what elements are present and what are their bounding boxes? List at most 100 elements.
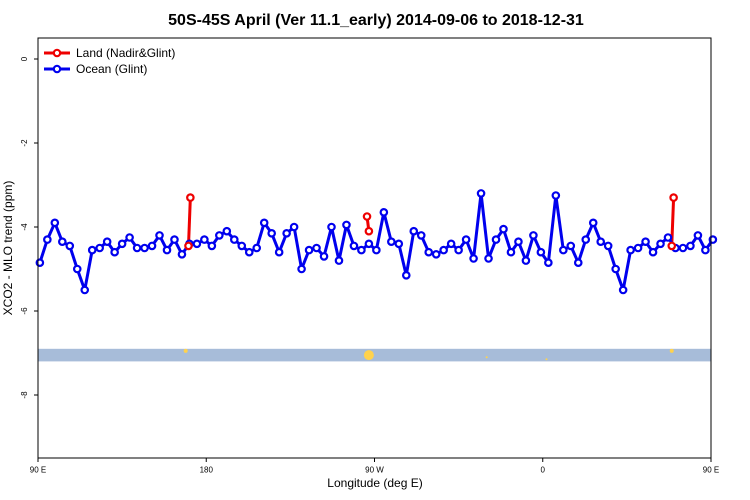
ocean-point-78 — [618, 285, 628, 295]
ocean-point-28 — [244, 247, 254, 257]
ocean-point-2 — [50, 218, 60, 228]
ocean-point-52 — [424, 247, 434, 257]
ocean-point-40 — [334, 256, 344, 265]
ocean-point-75 — [596, 237, 606, 247]
ocean-point-10 — [110, 247, 119, 257]
ocean-point-21 — [192, 239, 202, 249]
ocean-point-80 — [633, 243, 643, 253]
ocean-point-4 — [65, 241, 75, 251]
ocean-point-67 — [536, 247, 546, 257]
ocean-point-9 — [102, 237, 112, 247]
ocean-point-81 — [641, 237, 650, 247]
ocean-point-5 — [72, 264, 82, 274]
ocean-point-35 — [297, 264, 306, 274]
ocean-point-24 — [215, 231, 224, 240]
coverage-marker-2 — [485, 356, 488, 359]
ocean-point-83 — [656, 239, 665, 249]
coverage-band-fill — [38, 348, 711, 362]
ocean-point-88 — [693, 231, 703, 240]
ocean-point-7 — [87, 245, 97, 255]
ocean-point-13 — [132, 243, 142, 253]
land-point-0-0 — [184, 241, 193, 251]
ocean-point-39 — [327, 222, 336, 232]
ocean-point-44 — [364, 239, 374, 249]
ocean-point-84 — [663, 233, 673, 242]
ocean-point-51 — [416, 231, 426, 240]
x-axis-label: Longitude (deg E) — [327, 476, 422, 490]
ocean-point-53 — [431, 250, 441, 259]
ocean-point-27 — [237, 241, 247, 251]
ocean-point-60 — [484, 254, 493, 263]
y-axis: 0 -2 -4 -6 -8 — [20, 56, 38, 399]
ocean-point-68 — [544, 258, 553, 268]
ocean-point-69 — [551, 191, 561, 200]
ocean-point-37 — [312, 243, 321, 253]
ocean-point-38 — [319, 252, 329, 261]
plot-lines — [38, 191, 715, 292]
legend-label-1: Ocean (Glint) — [76, 62, 147, 76]
x-tick-label-1: 180 — [200, 466, 214, 475]
ocean-point-18 — [170, 235, 179, 244]
coverage-marker-1 — [363, 350, 374, 361]
land-point-0-1 — [186, 193, 195, 202]
ocean-point-23 — [207, 241, 217, 251]
ocean-point-6 — [80, 285, 90, 295]
ocean-point-70 — [559, 245, 568, 255]
ocean-point-76 — [603, 241, 613, 251]
ocean-point-50 — [409, 226, 419, 236]
x-tick-label-4: 90 E — [703, 466, 719, 475]
ocean-point-58 — [469, 254, 478, 263]
ocean-point-33 — [282, 229, 291, 238]
coverage-band — [38, 348, 711, 362]
x-tick-label-3: 0 — [541, 466, 546, 475]
coverage-marker-0 — [183, 348, 188, 353]
ocean-point-34 — [289, 222, 299, 232]
ocean-point-43 — [357, 245, 366, 255]
coverage-marker-4 — [669, 348, 674, 353]
ocean-point-46 — [379, 208, 389, 217]
land-point-2-0 — [667, 241, 677, 251]
plot-points — [35, 189, 718, 295]
y-tick-label-4: -8 — [20, 391, 29, 399]
land-point-1-0 — [362, 212, 372, 221]
ocean-point-63 — [506, 247, 516, 257]
x-tick-label-2: 90 W — [365, 466, 384, 475]
ocean-point-1 — [43, 235, 52, 244]
ocean-point-62 — [499, 224, 508, 234]
ocean-point-19 — [177, 250, 187, 259]
ocean-point-48 — [394, 239, 404, 249]
ocean-point-32 — [274, 247, 284, 257]
ocean-point-65 — [521, 256, 531, 265]
ocean-point-22 — [200, 235, 209, 244]
ocean-point-42 — [349, 241, 359, 251]
ocean-point-15 — [147, 241, 157, 251]
x-tick-label-0: 90 E — [30, 466, 46, 475]
ocean-point-54 — [439, 245, 448, 255]
y-tick-label-2: -4 — [20, 223, 29, 231]
ocean-point-73 — [581, 235, 591, 244]
ocean-point-41 — [342, 220, 351, 230]
ocean-point-74 — [588, 218, 598, 228]
ocean-point-14 — [140, 243, 149, 253]
ocean-point-57 — [461, 235, 471, 244]
ocean-point-25 — [222, 226, 232, 236]
ocean-point-45 — [372, 245, 381, 255]
legend-label-0: Land (Nadir&Glint) — [76, 46, 175, 60]
ocean-point-26 — [229, 235, 239, 244]
coverage-marker-3 — [545, 358, 548, 361]
chart-title: 50S-45S April (Ver 11.1_early) 2014-09-0… — [168, 12, 584, 29]
ocean-point-30 — [259, 218, 269, 228]
ocean-point-82 — [648, 247, 658, 257]
ocean-point-17 — [162, 245, 172, 255]
ocean-point-72 — [573, 258, 583, 268]
legend-marker-1 — [52, 64, 62, 74]
ocean-point-87 — [686, 241, 695, 251]
ocean-point-47 — [387, 237, 396, 247]
legend-marker-0 — [52, 48, 62, 58]
ocean-line — [38, 191, 715, 292]
land-point-2-1 — [669, 193, 678, 202]
ocean-point-36 — [304, 245, 314, 255]
ocean-point-89 — [701, 245, 710, 255]
y-tick-label-0: 0 — [20, 56, 29, 61]
